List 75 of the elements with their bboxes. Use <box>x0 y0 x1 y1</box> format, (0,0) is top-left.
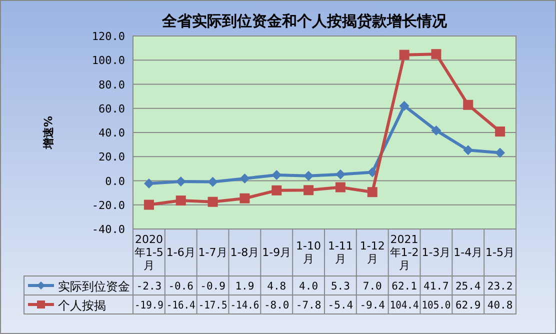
point <box>208 176 218 187</box>
point <box>208 196 218 207</box>
point <box>144 200 154 210</box>
data-label: 4.8 <box>267 280 286 292</box>
point <box>399 50 410 60</box>
x-tick-label: 1-6月 <box>166 246 196 259</box>
y-tick-label: 40.0 <box>98 126 125 140</box>
data-label: -14.6 <box>230 300 262 312</box>
x-tick-label: 1-10月 <box>296 240 322 266</box>
x-tick-label: 1-7月 <box>198 246 228 259</box>
point <box>144 178 154 189</box>
point <box>176 196 186 206</box>
data-label: 105.0 <box>422 300 454 312</box>
y-tick-label: 100.0 <box>92 54 125 68</box>
legend-实际到位资金: 实际到位资金 <box>28 280 130 294</box>
data-label: -0.6 <box>168 280 194 292</box>
data-label: 23.2 <box>487 280 513 292</box>
point <box>240 173 250 184</box>
data-label: 1.9 <box>235 280 254 292</box>
y-tick-label: 80.0 <box>98 78 125 92</box>
data-label: -7.8 <box>296 300 322 312</box>
point <box>367 167 378 178</box>
y-tick-label: -20.0 <box>92 198 125 212</box>
y-tick-label: 0.0 <box>105 174 125 188</box>
point <box>367 187 378 198</box>
x-tick-label: 1-12月 <box>360 240 385 266</box>
data-label: -5.4 <box>328 300 354 312</box>
x-tick-label: 1-11月 <box>328 240 353 266</box>
y-tick-label: 120.0 <box>92 30 125 43</box>
y-tick-label: 20.0 <box>98 150 125 164</box>
data-label: 104.4 <box>390 300 422 312</box>
legend-label: 个人按揭 <box>58 298 106 312</box>
x-tick-label: 1-5月 <box>486 246 515 259</box>
point <box>431 49 442 60</box>
point <box>240 193 250 204</box>
point <box>304 170 314 181</box>
x-tick-label: 1-4月 <box>454 246 483 259</box>
data-label: -9.4 <box>360 300 386 312</box>
point <box>399 100 410 111</box>
point <box>495 126 506 137</box>
legend-个人按揭: 个人按揭 <box>28 298 106 312</box>
x-tick-label: 2020年1-5月 <box>134 233 164 272</box>
point <box>335 182 346 192</box>
data-label: -16.4 <box>166 300 198 312</box>
data-label: -8.0 <box>264 300 290 312</box>
y-tick-label: -40.0 <box>92 223 125 236</box>
data-label: -19.9 <box>134 300 166 312</box>
y-axis-title: 增速% <box>42 116 55 150</box>
point <box>463 100 474 110</box>
point <box>495 148 506 158</box>
x-tick-label: 1-9月 <box>262 246 292 259</box>
data-label: 40.8 <box>487 300 513 312</box>
point <box>272 170 282 180</box>
legend-label: 实际到位资金 <box>58 280 130 294</box>
data-label: 62.9 <box>455 300 481 312</box>
chart-title: 全省实际到位资金和个人按揭贷款增长情况 <box>161 12 448 30</box>
data-label: -0.9 <box>200 280 226 292</box>
x-tick-label: 1-8月 <box>230 246 260 259</box>
y-tick-label: 60.0 <box>98 102 125 116</box>
x-tick-label: 1-3月 <box>422 246 451 259</box>
point <box>272 185 282 196</box>
point <box>463 145 474 156</box>
point <box>335 169 346 180</box>
data-label: 41.7 <box>424 280 449 292</box>
point <box>176 176 186 186</box>
data-label: -2.3 <box>136 280 162 292</box>
data-label: 62.1 <box>392 280 417 292</box>
data-label: 25.4 <box>455 280 481 292</box>
data-label: 4.0 <box>299 280 318 292</box>
point <box>431 125 442 136</box>
x-tick-label: 2021年1-2月 <box>390 233 419 272</box>
data-label: 5.3 <box>330 280 350 292</box>
data-label: 7.0 <box>362 280 382 292</box>
data-label: -17.5 <box>198 300 230 312</box>
point <box>304 185 314 196</box>
